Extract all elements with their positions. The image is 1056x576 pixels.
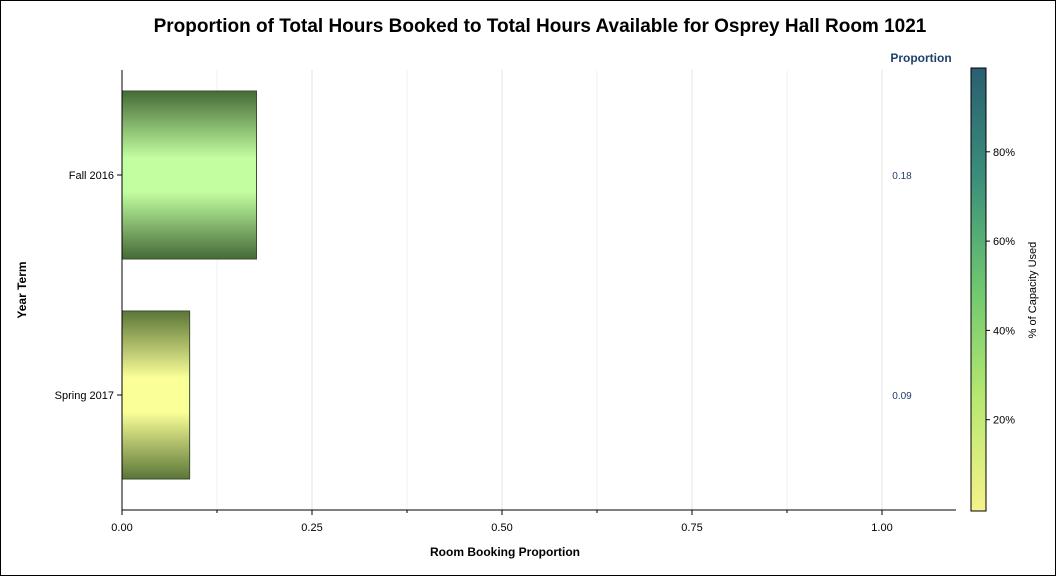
colorbar-gradient xyxy=(970,67,987,512)
y-category-label: Fall 2016 xyxy=(69,170,114,182)
bar xyxy=(121,90,258,260)
colorbar-tick-label: 80% xyxy=(993,147,1015,159)
x-axis-title: Room Booking Proportion xyxy=(430,545,580,559)
y-axis-categories: Fall 2016 Spring 2017 xyxy=(55,170,122,402)
x-axis-ticks: 0.00 0.25 0.50 0.75 1.00 xyxy=(111,510,893,534)
gridlines xyxy=(216,70,883,510)
proportion-value-label: 0.18 xyxy=(892,171,912,182)
proportion-values: 0.18 0.09 xyxy=(892,171,912,402)
bar xyxy=(121,310,191,480)
y-category-label: Spring 2017 xyxy=(55,390,114,402)
x-tick-label: 0.00 xyxy=(111,522,132,534)
colorbar: 20% 40% 60% 80% xyxy=(970,67,1015,512)
proportion-value-label: 0.09 xyxy=(892,391,912,402)
x-tick-label: 0.75 xyxy=(681,522,702,534)
colorbar-tick-label: 60% xyxy=(993,236,1015,248)
y-axis-title: Year Term xyxy=(15,261,29,318)
colorbar-tick-label: 20% xyxy=(993,415,1015,427)
colorbar-title: % of Capacity Used xyxy=(1027,242,1039,339)
colorbar-tick-label: 40% xyxy=(993,325,1015,337)
x-tick-label: 0.25 xyxy=(301,522,322,534)
bars xyxy=(121,90,258,480)
proportion-column-header: Proportion xyxy=(890,51,951,65)
x-tick-label: 0.50 xyxy=(491,522,512,534)
x-tick-label: 1.00 xyxy=(871,522,892,534)
chart-title: Proportion of Total Hours Booked to Tota… xyxy=(154,16,927,37)
